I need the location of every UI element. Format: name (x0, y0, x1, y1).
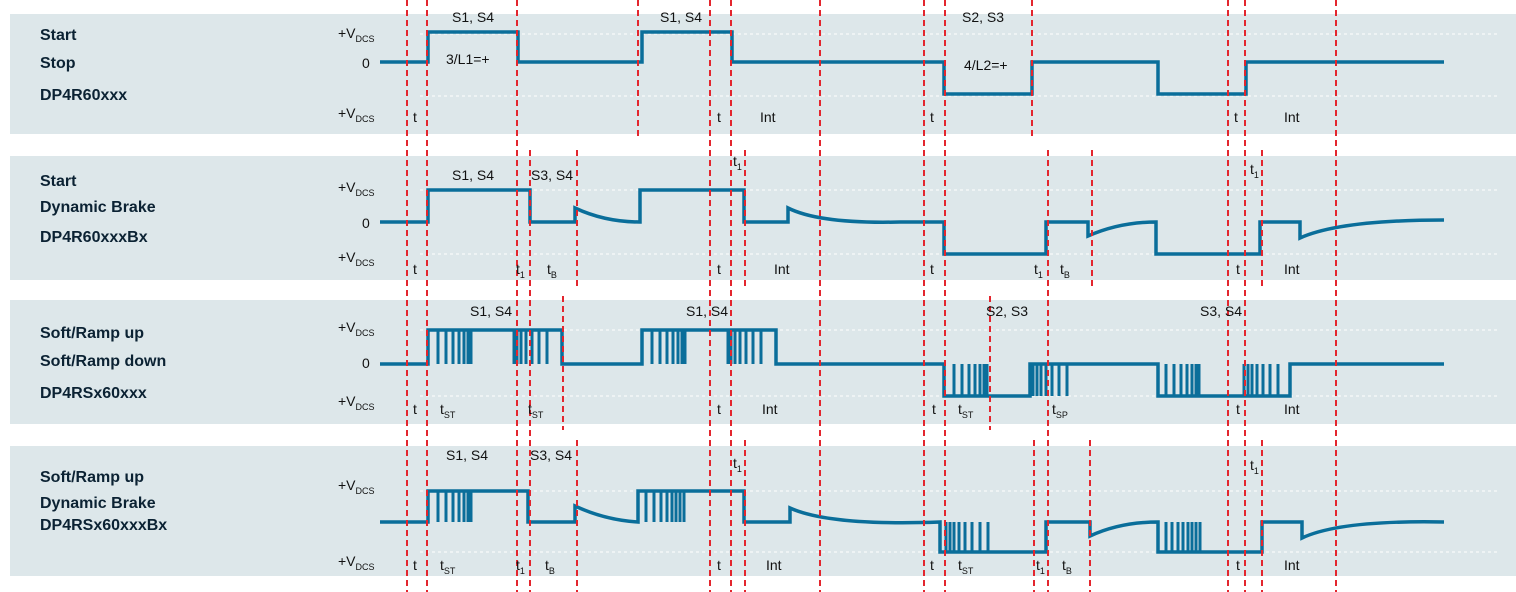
panel-1-zero-level: 0 (362, 55, 370, 71)
panel-2-background (10, 156, 1516, 280)
panel-2-bottom-level: +VDCS (338, 249, 375, 268)
switch-label: S2, S3 (962, 9, 1004, 25)
time-label: tST (958, 557, 974, 576)
polarity-label: 4/L2=+ (964, 57, 1008, 73)
panel-1-waveform (380, 30, 1444, 96)
time-label: t (413, 401, 417, 417)
panel-3-pwm-bursts (436, 330, 1280, 396)
interval-label: Int (1284, 401, 1300, 417)
panel-3-annotations: S1, S4 S1, S4 S2, S3 S3, S4 t tST tST t … (413, 303, 1300, 420)
panel-4-pwm-bursts (436, 491, 1202, 552)
time-label: tST (958, 401, 974, 420)
switch-label: S3, S4 (531, 167, 573, 183)
time-label: t (717, 109, 721, 125)
panel-4-annotations: S1, S4 S3, S4 t1 t1 t tST t1 tB t Int t … (413, 447, 1300, 576)
polarity-label: 3/L1=+ (446, 51, 490, 67)
panel-1-labels: Start Stop DP4R60xxx +VDCS 0 +VDCS (40, 25, 375, 124)
time-label: t1 (516, 557, 525, 576)
panel-3-line-2: Soft/Ramp down (40, 353, 166, 370)
time-label: tB (547, 261, 557, 280)
panel-2-labels: Start Dynamic Brake DP4R60xxxBx +VDCS 0 … (40, 173, 375, 268)
interval-label: Int (1284, 261, 1300, 277)
time-label: t (413, 557, 417, 573)
panel-1-line-3: DP4R60xxx (40, 87, 127, 104)
panel-3-line-3: DP4RSx60xxx (40, 385, 147, 402)
panel-1-annotations: S1, S4 S1, S4 S2, S3 3/L1=+ 4/L2=+ t t I… (413, 9, 1300, 125)
panel-4-labels: Soft/Ramp up Dynamic Brake DP4RSx60xxxBx… (40, 469, 375, 572)
interval-label: Int (760, 109, 776, 125)
time-label: t (413, 109, 417, 125)
switch-label: S1, S4 (446, 447, 488, 463)
panel-4-bottom-level: +VDCS (338, 553, 375, 572)
time-label: t1 (1250, 457, 1259, 476)
panel-4-waveform (380, 489, 1445, 554)
panel-4-line-1: Soft/Ramp up (40, 469, 144, 486)
switch-label: S3, S4 (1200, 303, 1242, 319)
interval-label: Int (762, 401, 778, 417)
switch-label: S1, S4 (452, 9, 494, 25)
panel-4-background (10, 446, 1516, 576)
time-label: t (717, 557, 721, 573)
switch-label: S1, S4 (660, 9, 702, 25)
time-label: t1 (1036, 557, 1045, 576)
time-label: t (717, 261, 721, 277)
panel-3-labels: Soft/Ramp up Soft/Ramp down DP4RSx60xxx … (40, 319, 375, 412)
time-label: t (930, 109, 934, 125)
time-label: t1 (516, 261, 525, 280)
time-label: tST (440, 401, 456, 420)
panel-3-background (10, 300, 1516, 424)
time-label: tB (1062, 557, 1072, 576)
time-label: t (413, 261, 417, 277)
switch-label: S2, S3 (986, 303, 1028, 319)
panel-3-bottom-level: +VDCS (338, 393, 375, 412)
interval-label: Int (1284, 109, 1300, 125)
switch-label: S1, S4 (686, 303, 728, 319)
panel-2-line-3: DP4R60xxxBx (40, 229, 148, 246)
panel-4-line-3: DP4RSx60xxxBx (40, 517, 167, 534)
time-label: t (930, 261, 934, 277)
time-markers (406, 0, 1337, 592)
interval-label: Int (766, 557, 782, 573)
time-label: t1 (1250, 161, 1259, 180)
panel-2-annotations: S1, S4 S3, S4 t1 t1 t t1 tB t Int t t1 t… (413, 153, 1300, 280)
switch-label: S1, S4 (470, 303, 512, 319)
panel-1-line-2: Stop (40, 55, 76, 72)
panel-4-line-2: Dynamic Brake (40, 495, 156, 512)
panel-2-line-1: Start (40, 173, 77, 190)
time-label: t (930, 557, 934, 573)
interval-label: Int (1284, 557, 1300, 573)
panel-4-top-level: +VDCS (338, 477, 375, 496)
time-label: tSP (1052, 401, 1068, 420)
panel-1-top-level: +VDCS (338, 25, 375, 44)
time-label: t1 (733, 455, 742, 474)
time-label: t (1234, 109, 1238, 125)
panel-3-line-1: Soft/Ramp up (40, 325, 144, 342)
time-label: t1 (733, 153, 742, 172)
time-label: tB (545, 557, 555, 576)
time-label: t1 (1034, 261, 1043, 280)
panel-1-bottom-level: +VDCS (338, 105, 375, 124)
time-label: t (1236, 261, 1240, 277)
panel-3-top-level: +VDCS (338, 319, 375, 338)
time-label: tST (440, 557, 456, 576)
panel-3-zero-level: 0 (362, 355, 370, 371)
panel-2-zero-level: 0 (362, 215, 370, 231)
time-label: t (1236, 557, 1240, 573)
time-label: tB (1060, 261, 1070, 280)
switch-label: S3, S4 (530, 447, 572, 463)
interval-label: Int (774, 261, 790, 277)
panel-1-line-1: Start (40, 27, 77, 44)
switch-label: S1, S4 (452, 167, 494, 183)
time-label: tST (528, 401, 544, 420)
time-label: t (1236, 401, 1240, 417)
panel-2-line-2: Dynamic Brake (40, 199, 156, 216)
time-label: t (932, 401, 936, 417)
time-label: t (717, 401, 721, 417)
panel-2-top-level: +VDCS (338, 179, 375, 198)
